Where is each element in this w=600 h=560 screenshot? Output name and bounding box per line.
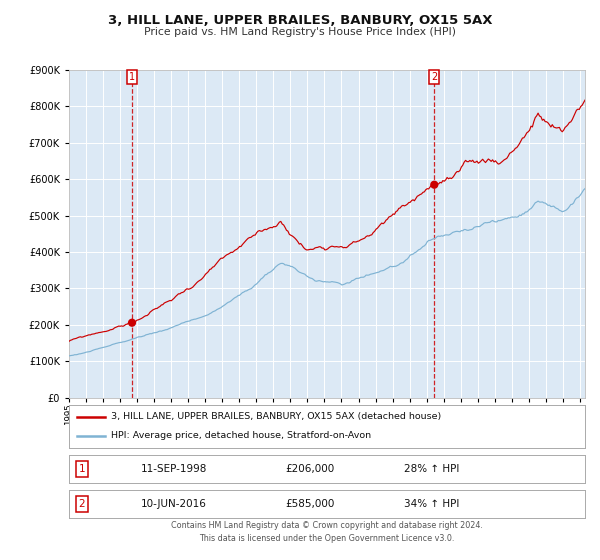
Text: 1: 1 [79, 464, 85, 474]
Text: Price paid vs. HM Land Registry's House Price Index (HPI): Price paid vs. HM Land Registry's House … [144, 27, 456, 37]
Text: £585,000: £585,000 [286, 498, 335, 508]
Text: 11-SEP-1998: 11-SEP-1998 [141, 464, 208, 474]
Point [127, 318, 137, 327]
Point [430, 180, 439, 189]
Text: 10-JUN-2016: 10-JUN-2016 [141, 498, 207, 508]
Text: 3, HILL LANE, UPPER BRAILES, BANBURY, OX15 5AX: 3, HILL LANE, UPPER BRAILES, BANBURY, OX… [108, 14, 492, 27]
Text: 2: 2 [431, 72, 437, 82]
Text: 3, HILL LANE, UPPER BRAILES, BANBURY, OX15 5AX (detached house): 3, HILL LANE, UPPER BRAILES, BANBURY, OX… [112, 412, 442, 421]
Text: Contains HM Land Registry data © Crown copyright and database right 2024.
This d: Contains HM Land Registry data © Crown c… [171, 521, 483, 543]
Text: 34% ↑ HPI: 34% ↑ HPI [404, 498, 460, 508]
Text: 28% ↑ HPI: 28% ↑ HPI [404, 464, 460, 474]
Text: £206,000: £206,000 [286, 464, 335, 474]
Text: 2: 2 [79, 498, 85, 508]
Text: HPI: Average price, detached house, Stratford-on-Avon: HPI: Average price, detached house, Stra… [112, 431, 371, 440]
Text: 1: 1 [129, 72, 135, 82]
